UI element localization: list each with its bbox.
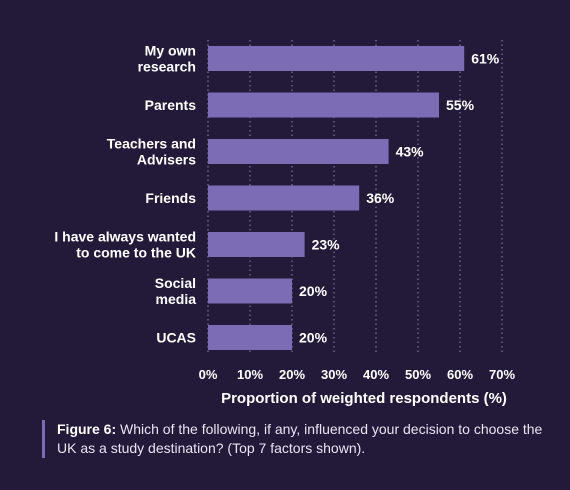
bar bbox=[208, 232, 305, 257]
category-label: UCAS bbox=[156, 330, 196, 346]
x-tick-label: 50% bbox=[405, 367, 431, 382]
bar bbox=[208, 46, 465, 71]
figure-caption: Figure 6: Which of the following, if any… bbox=[42, 420, 557, 458]
category-label: My own research bbox=[138, 43, 196, 75]
bar bbox=[208, 139, 389, 164]
bar bbox=[208, 185, 360, 211]
category-label: I have always wanted to come to the UK bbox=[54, 229, 196, 261]
value-labels: 61% 55% 43% 36% 23% 20% 20% bbox=[299, 51, 500, 346]
x-tick-label: 30% bbox=[321, 367, 347, 382]
bar-chart: My own research Parents Teachers and Adviser… bbox=[54, 40, 516, 407]
data-label: 36% bbox=[366, 190, 395, 206]
data-label: 23% bbox=[312, 237, 341, 253]
x-tick-label: 10% bbox=[237, 367, 263, 382]
category-label: Teachers and Advisers bbox=[107, 136, 196, 168]
caption-text: Which of the following, if any, influenc… bbox=[57, 421, 543, 456]
data-label: 20% bbox=[299, 330, 328, 346]
category-label: Social media bbox=[155, 275, 196, 307]
bar bbox=[208, 92, 439, 118]
x-tick-label: 40% bbox=[363, 367, 389, 382]
data-label: 43% bbox=[396, 144, 425, 160]
x-tick-label: 60% bbox=[447, 367, 473, 382]
category-label: Parents bbox=[145, 97, 197, 113]
x-tick-label: 70% bbox=[489, 367, 515, 382]
data-label: 20% bbox=[299, 283, 328, 299]
x-tick-label: 20% bbox=[279, 367, 305, 382]
data-label: 61% bbox=[471, 51, 500, 67]
bar bbox=[208, 278, 292, 304]
caption-label: Figure 6: bbox=[57, 421, 117, 437]
x-axis-title: Proportion of weighted respondents (%) bbox=[221, 390, 507, 407]
category-label: Friends bbox=[145, 190, 196, 206]
x-tick-labels: 0% 10% 20% 30% 40% 50% 60% 70% bbox=[199, 367, 516, 382]
data-label: 55% bbox=[446, 97, 475, 113]
bars bbox=[208, 46, 465, 350]
category-labels: My own research Parents Teachers and Adviser… bbox=[54, 43, 196, 346]
bar bbox=[208, 325, 292, 350]
x-tick-label: 0% bbox=[199, 367, 218, 382]
